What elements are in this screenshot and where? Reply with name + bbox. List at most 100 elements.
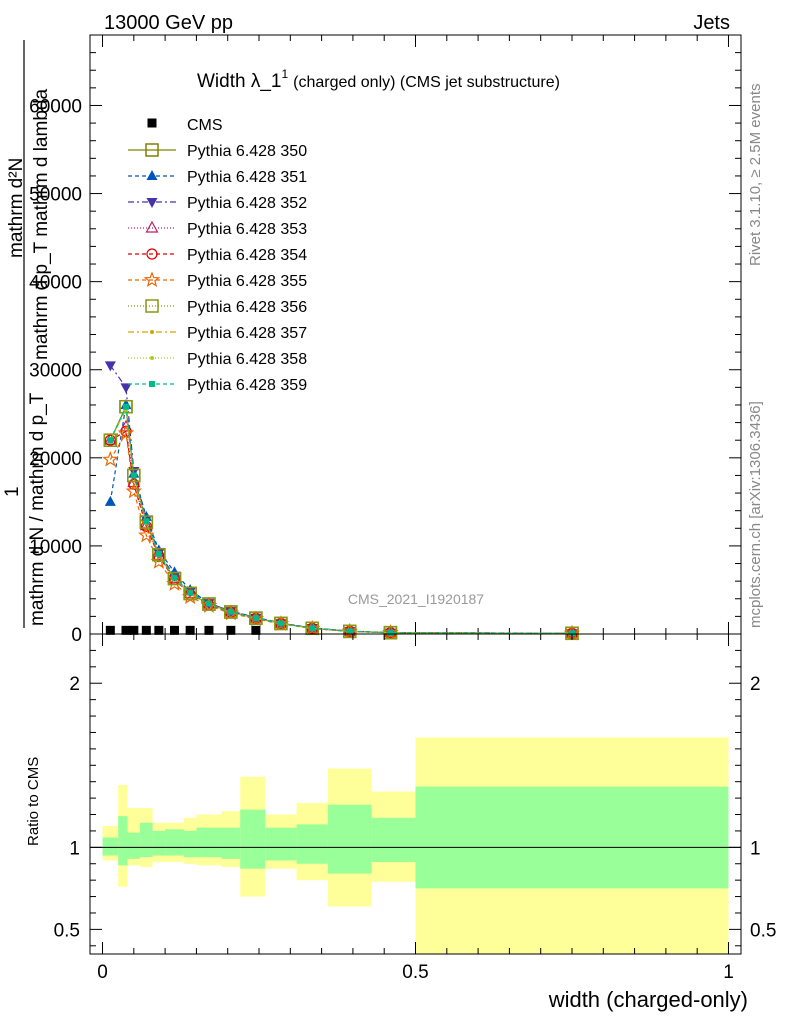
series-point-359 [171, 574, 178, 581]
legend-marker-350 [145, 143, 159, 157]
title-main: Width λ_1 [197, 71, 281, 92]
x-tick-label: 0 [97, 962, 108, 983]
ratio-band-inner [118, 816, 128, 866]
series-point-359 [143, 518, 150, 525]
ratio-ytick-label-left: 1 [69, 838, 80, 859]
title-sup: 1 [281, 67, 288, 81]
series-line-350 [109, 404, 573, 634]
ylabel-denominator: mathrm d N / mathrm d p_T [27, 392, 48, 626]
legend-label-351: Pythia 6.428 351 [187, 169, 307, 186]
ratio-panel: 0.5 0.5 1 1 2 2 0 0.5 1 [54, 633, 776, 983]
series-point-355 [102, 450, 119, 467]
series-point-351 [104, 495, 116, 506]
series-point-356 [249, 611, 263, 625]
ratio-band-inner [196, 827, 222, 858]
legend-marker-351 [146, 170, 158, 180]
series-point-356 [127, 468, 141, 483]
header-jets: Jets [693, 12, 730, 34]
x-tick-label: 1 [723, 962, 734, 983]
series-point-359 [155, 550, 162, 557]
legend-label-355: Pythia 6.428 355 [187, 273, 307, 290]
ratio-band-inner [221, 827, 241, 859]
ratio-ytick-label-right: 1 [750, 838, 761, 859]
series-point-355 [150, 553, 168, 569]
legend-marker-359 [149, 381, 155, 387]
legend-label-353: Pythia 6.428 353 [187, 221, 307, 238]
ratio-band-inner [240, 809, 266, 869]
series-line-354 [110, 430, 573, 634]
x-axis-label: width (charged-only) [548, 987, 748, 1012]
series-point-355 [272, 615, 290, 631]
series-point-356 [274, 616, 288, 631]
ratio-band-inner [165, 829, 184, 856]
main-ytick-label: 10000 [29, 537, 82, 558]
series-line-358 [109, 407, 573, 634]
ratio-ytick-label-left: 2 [69, 674, 80, 695]
series-point-359 [122, 403, 129, 410]
ratio-ticks: 0.5 0.5 1 1 2 2 0 0.5 1 [54, 634, 776, 983]
series-point-355 [200, 597, 218, 613]
series-point-359 [187, 589, 194, 596]
series-point-355 [222, 604, 240, 621]
rivet-label: Rivet 3.1.10, ≥ 2.5M events [747, 84, 764, 267]
series-point-356 [167, 571, 182, 586]
series-point-356 [103, 433, 118, 447]
legend-marker-358 [150, 356, 154, 360]
ratio-band-inner [296, 824, 328, 864]
ylabel-numerator2: mathrm d p_T mathrm d lambda [31, 89, 52, 360]
main-panel: 0 10000 20000 30000 40000 50000 60000 [29, 34, 742, 646]
series-point-356 [202, 597, 216, 611]
ratio-band-inner [140, 822, 153, 858]
cms-point [121, 625, 131, 635]
ratio-band-inner [127, 832, 141, 859]
ratio-band-inner [102, 837, 119, 856]
ratio-bands [102, 737, 729, 954]
series-point-352 [120, 383, 132, 394]
legend-label-357: Pythia 6.428 357 [187, 325, 307, 342]
legend-marker-353 [145, 220, 159, 233]
series-point-355 [138, 526, 155, 543]
main-series [102, 361, 581, 641]
title-rest: (charged only) (CMS jet substructure) [293, 74, 560, 91]
series-line-353 [109, 425, 573, 634]
main-ylabel: mathrm d²N mathrm d p_T mathrm d lambda … [2, 40, 52, 628]
cms-point [129, 625, 139, 635]
series-point-355 [304, 619, 321, 636]
cms-point [154, 625, 164, 635]
watermark: CMS_2021_I1920187 [348, 591, 484, 607]
series-point-359 [277, 620, 284, 627]
main-ytick-label: 60000 [29, 96, 82, 117]
series-point-359 [227, 608, 234, 615]
series-line-355 [109, 431, 573, 634]
ratio-band-inner [327, 804, 372, 874]
ratio-ytick-label-left: 0.5 [54, 920, 80, 941]
legend-marker-356 [145, 299, 159, 313]
cms-point [185, 625, 195, 635]
x-tick-label: 0.5 [402, 962, 428, 983]
series-point-359 [568, 630, 575, 637]
series-point-356 [139, 515, 154, 529]
series-line-351 [109, 404, 573, 634]
series-point-356 [152, 547, 166, 562]
cms-point [226, 625, 236, 635]
series-point-359 [387, 629, 394, 636]
series-point-359 [252, 614, 259, 621]
series-point-355 [166, 575, 183, 591]
series-line-359 [109, 404, 573, 634]
cms-point [170, 625, 180, 635]
series-point-359 [107, 437, 114, 444]
ratio-band-inner [265, 827, 297, 861]
cms-point [251, 625, 261, 635]
chart-title: Width λ_11 (charged only) (CMS jet substr… [197, 67, 560, 92]
legend-marker-352 [146, 198, 158, 208]
ratio-band-inner [152, 830, 166, 856]
series-point-359 [309, 625, 316, 632]
legend-label-350: Pythia 6.428 350 [187, 143, 307, 160]
cms-point [141, 625, 151, 635]
series-point-359 [346, 628, 353, 635]
legend-label-cms: CMS [187, 117, 223, 134]
legend-label-352: Pythia 6.428 352 [187, 195, 307, 212]
series-line-356 [109, 404, 573, 634]
series-line-352 [109, 364, 573, 634]
main-ytick-label: 40000 [29, 273, 82, 294]
